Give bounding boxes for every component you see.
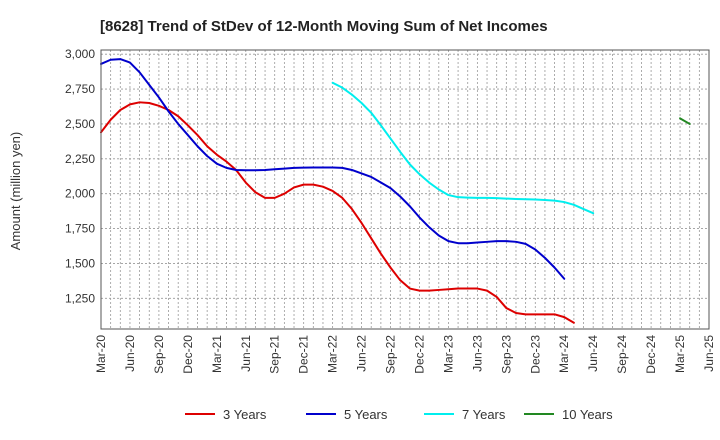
x-tick-label: Sep-21 (268, 335, 282, 374)
y-tick-label: 1,250 (65, 291, 95, 305)
x-tick-label: Sep-20 (152, 335, 166, 374)
x-tick-label: Jun-23 (470, 335, 484, 372)
legend-label: 7 Years (462, 407, 506, 422)
y-tick-label: 2,000 (65, 187, 95, 201)
legend: 3 Years 5 Years 7 Years 10 Years (185, 407, 613, 422)
x-tick-label: Mar-21 (210, 335, 224, 373)
y-tick-label: 2,250 (65, 152, 95, 166)
x-tick-label: Mar-25 (673, 335, 687, 373)
x-tick-label: Mar-22 (326, 335, 340, 373)
x-tick-label: Dec-23 (528, 335, 542, 374)
x-tick-label: Dec-24 (644, 335, 658, 374)
x-tick-label: Mar-23 (441, 335, 455, 373)
x-tick-label: Mar-24 (557, 335, 571, 373)
y-tick-label: 3,000 (65, 47, 95, 61)
y-tick-label: 1,750 (65, 222, 95, 236)
x-tick-label: Jun-20 (123, 335, 137, 372)
legend-label: 10 Years (562, 407, 613, 422)
plot-frame (100, 49, 710, 330)
y-tick-label: 2,750 (65, 82, 95, 96)
x-tick-label: Sep-23 (499, 335, 513, 374)
y-tick-label: 2,500 (65, 117, 95, 131)
series-line-7-years (331, 81, 595, 215)
chart-title: [8628] Trend of StDev of 12-Month Moving… (100, 18, 548, 35)
tick-labels: 1,250 1,500 1,750 2,000 2,250 2,500 2,750 3,000… (65, 47, 716, 374)
x-tick-label: Mar-20 (94, 335, 108, 373)
series-group (100, 58, 691, 324)
x-tick-label: Sep-22 (384, 335, 398, 374)
x-tick-label: Jun-25 (702, 335, 716, 372)
x-tick-label: Jun-24 (586, 335, 600, 372)
y-axis-label: Amount (million yen) (8, 132, 23, 251)
grid (101, 50, 709, 329)
y-tick-label: 1,500 (65, 256, 95, 270)
legend-label: 3 Years (223, 407, 267, 422)
series-line-5-years (100, 58, 566, 280)
x-tick-label: Dec-21 (297, 335, 311, 374)
x-tick-label: Sep-24 (615, 335, 629, 374)
legend-label: 5 Years (344, 407, 388, 422)
series-line-10-years (679, 117, 691, 125)
x-tick-label: Jun-22 (355, 335, 369, 372)
x-tick-label: Jun-21 (239, 335, 253, 372)
x-tick-label: Dec-22 (412, 335, 426, 374)
x-tick-label: Dec-20 (181, 335, 195, 374)
series-line-3-years (100, 101, 575, 324)
